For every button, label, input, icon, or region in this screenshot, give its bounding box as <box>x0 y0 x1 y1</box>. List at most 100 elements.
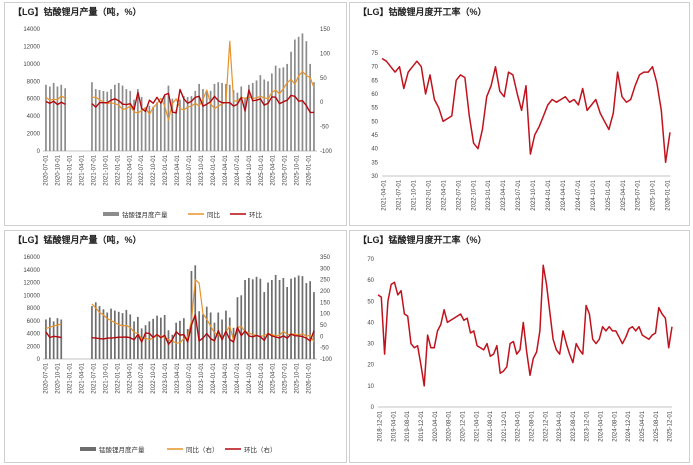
production-bar <box>198 83 200 151</box>
production-bar <box>271 280 273 359</box>
production-bar <box>52 83 55 151</box>
x-tick-label: 2025-04-01 <box>271 362 277 393</box>
x-tick-label: 2024-07-01 <box>576 179 582 210</box>
legend-mom-label: 环比（右） <box>244 445 277 454</box>
y-left-tick-label: 0 <box>37 357 41 363</box>
production-bar <box>91 306 93 359</box>
y-right-tick-label: 100 <box>320 51 331 57</box>
y-right-tick-label: -50 <box>320 346 329 352</box>
x-tick-label: 2021-04-01 <box>382 179 388 210</box>
production-bar <box>129 314 132 359</box>
production-bar <box>110 308 112 359</box>
x-tick-label: 2022-01-01 <box>115 362 121 393</box>
x-tick-label: 2024-01-01 <box>546 179 552 210</box>
production-bar <box>209 90 212 151</box>
chart-title: 【LG】钴酸锂月度开工率（%） <box>358 7 487 17</box>
production-bar <box>60 84 63 151</box>
x-tick-label: 2023-01-01 <box>163 362 169 393</box>
production-bar <box>56 318 59 359</box>
production-bar <box>137 316 139 359</box>
y-left-tick-label: 12000 <box>23 44 40 50</box>
x-tick-label: 2025-12-01 <box>668 410 674 441</box>
production-bar <box>313 82 315 151</box>
x-tick-label: 2025-07-01 <box>283 154 289 185</box>
x-tick-label: 2023-07-01 <box>516 179 522 210</box>
production-bar <box>163 96 166 151</box>
production-bar <box>282 67 285 151</box>
utilization-line <box>381 57 671 164</box>
panel-cobalt-utilization: 【LG】钴酸锂月度开工率（%） 30 35 40 45 50 55 60 65 70 75 2021… <box>349 2 690 226</box>
x-tick-label: 2024-07-01 <box>235 362 241 393</box>
x-tick-label: 2025-07-01 <box>283 362 289 393</box>
x-tick-label: 2022-10-01 <box>471 179 477 210</box>
x-tick-label: 2025-08-01 <box>654 410 660 441</box>
production-bar <box>156 315 158 359</box>
production-bar <box>259 75 262 151</box>
yoy-line <box>91 40 315 121</box>
production-bar <box>240 86 243 151</box>
production-bar <box>117 311 120 359</box>
x-tick-label: 2022-10-01 <box>151 154 157 185</box>
chart-manganese-utilization: 0 10 20 30 40 50 60 70 2018-12-01 2019-04-01 2019-… <box>367 257 674 442</box>
production-bar <box>286 63 288 151</box>
production-bar <box>278 280 281 359</box>
production-bar <box>221 83 223 151</box>
production-bar <box>301 33 304 151</box>
x-tick-label: 2020-10-01 <box>56 154 62 185</box>
x-tick-label: 2020-12-01 <box>460 410 466 441</box>
production-bar <box>60 319 63 359</box>
production-bar <box>121 313 124 359</box>
yoy-line <box>91 279 315 344</box>
panel-cobalt-production: 【LG】钴酸锂月产量（吨，%） 0 2000 4000 6000 8000 10000 12… <box>4 2 347 226</box>
y-right-tick-label: 250 <box>320 278 331 284</box>
x-tick-label: 2025-10-01 <box>295 362 301 393</box>
production-bar <box>171 334 174 359</box>
y-left-tick-label: 12000 <box>23 281 40 287</box>
y-left-tick-label: 2000 <box>27 344 41 350</box>
x-tick-label: 2024-07-01 <box>235 154 241 185</box>
y-tick-label: 20 <box>367 363 374 369</box>
y-left-tick-label: 4000 <box>27 114 41 120</box>
production-bar <box>267 81 269 151</box>
x-tick-label: 2025-04-01 <box>640 410 646 441</box>
x-tick-label: 2021-04-01 <box>79 362 85 393</box>
production-bar <box>202 314 204 359</box>
y-tick-label: 45 <box>371 133 378 139</box>
production-bar <box>56 86 59 151</box>
y-left-tick-label: 14000 <box>23 268 40 274</box>
production-bar <box>114 84 116 151</box>
x-tick-label: 2024-04-01 <box>223 362 229 393</box>
production-bar <box>267 282 269 359</box>
production-bar <box>255 80 258 151</box>
x-tick-label: 2022-07-01 <box>456 179 462 210</box>
production-bar <box>225 310 227 359</box>
production-bar <box>248 278 250 359</box>
production-bar <box>297 275 300 359</box>
production-bar <box>194 90 197 151</box>
x-tick-label: 2023-04-01 <box>501 179 507 210</box>
mom-line <box>45 331 62 339</box>
x-tick-label: 2021-01-01 <box>67 362 73 393</box>
y-left-tick-label: 2000 <box>27 132 41 138</box>
production-bar <box>290 278 292 359</box>
production-bar <box>305 41 308 152</box>
panel-manganese-utilization: 【LG】锰酸锂月度开工率（%） 0 10 20 30 40 50 60 70 2018-12-0… <box>349 230 690 463</box>
y-tick-label: 50 <box>371 119 378 125</box>
production-bar <box>309 281 311 359</box>
x-tick-label: 2022-07-01 <box>139 362 145 393</box>
x-tick-label: 2021-04-01 <box>474 410 480 441</box>
y-right-tick-label: -100 <box>320 357 333 363</box>
production-bar <box>133 99 135 151</box>
x-tick-label: 2024-01-01 <box>211 362 217 393</box>
x-tick-label: 2021-07-01 <box>91 154 97 185</box>
production-bar <box>263 79 266 151</box>
y-tick-label: 70 <box>367 257 374 263</box>
production-bar <box>52 321 55 359</box>
production-bar <box>244 280 246 359</box>
x-tick-label: 2021-07-01 <box>396 179 402 210</box>
y-tick-label: 30 <box>371 174 378 180</box>
y-tick-label: 55 <box>371 106 378 112</box>
production-bar <box>144 325 147 359</box>
x-tick-label: 2022-12-01 <box>543 410 549 441</box>
chart-title: 【LG】钴酸锂月产量（吨，%） <box>13 7 142 17</box>
